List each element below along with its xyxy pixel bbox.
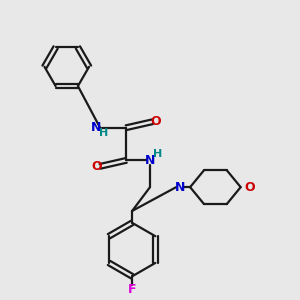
Text: O: O — [151, 115, 161, 128]
Text: O: O — [91, 160, 102, 173]
Text: N: N — [145, 154, 155, 167]
Text: N: N — [91, 121, 102, 134]
Text: N: N — [175, 181, 185, 194]
Text: F: F — [128, 283, 136, 296]
Text: H: H — [99, 128, 109, 138]
Text: O: O — [244, 181, 255, 194]
Text: H: H — [153, 149, 163, 160]
